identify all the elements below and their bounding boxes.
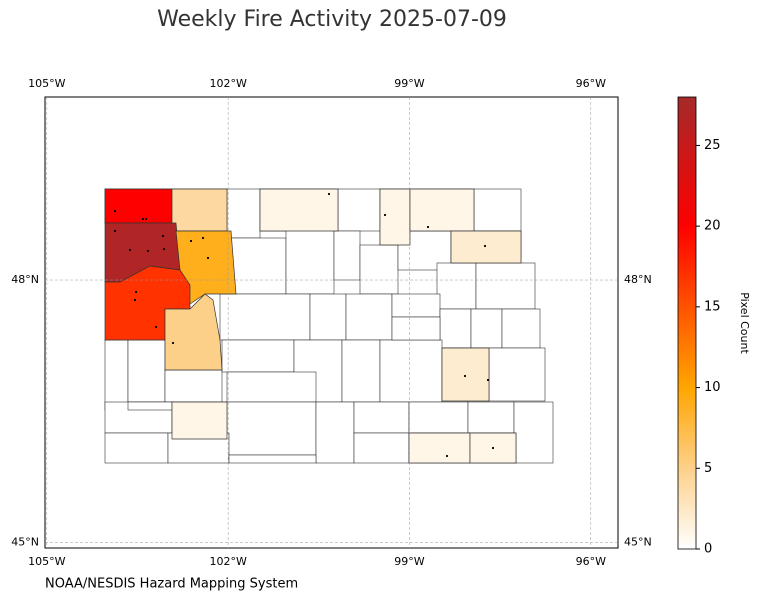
fire-point (162, 247, 166, 251)
county (226, 237, 287, 295)
county (439, 308, 472, 349)
fire-point (491, 446, 495, 450)
colorbar-label: Pixel Count (738, 292, 751, 354)
fire-point (154, 325, 158, 329)
x-tick-label-top: 99°W (394, 77, 424, 90)
county (337, 188, 381, 232)
county (226, 371, 317, 403)
county (501, 308, 541, 349)
fire-point (201, 236, 205, 240)
county (228, 454, 317, 464)
county (379, 339, 443, 403)
colorbar-tick-label: 25 (704, 138, 721, 153)
county (353, 432, 410, 464)
county (285, 222, 335, 295)
region (441, 347, 490, 402)
county (219, 293, 311, 341)
fire-point (171, 341, 175, 345)
county (467, 401, 515, 434)
fire-point (128, 248, 132, 252)
y-tick-label-right: 48°N (624, 273, 652, 286)
region (171, 401, 228, 440)
x-tick-label-top: 105°W (28, 77, 65, 90)
fire-point (133, 298, 137, 302)
fire-point (426, 225, 430, 229)
county (470, 308, 503, 349)
x-tick-label-top: 96°W (576, 77, 606, 90)
y-tick-label-right: 45°N (624, 536, 652, 549)
fire-point (189, 239, 193, 243)
fire-point (483, 244, 487, 248)
county (104, 432, 169, 464)
county (353, 401, 410, 434)
region (164, 293, 223, 371)
x-tick-label-bottom: 96°W (576, 555, 606, 568)
chart-title: Weekly Fire Activity 2025-07-09 (157, 7, 507, 32)
x-tick-label-top: 102°W (209, 77, 246, 90)
colorbar-tick-label: 5 (704, 461, 712, 476)
region (104, 188, 173, 224)
county (104, 339, 129, 411)
county (164, 369, 223, 403)
colorbar-tick-label: 10 (704, 380, 721, 395)
county (488, 347, 546, 402)
plot-frame (44, 96, 619, 549)
fire-point (144, 217, 148, 221)
region (104, 265, 191, 341)
county (473, 188, 522, 232)
fire-point (463, 374, 467, 378)
x-tick-label-bottom: 102°W (209, 555, 246, 568)
county (359, 244, 399, 295)
county (315, 401, 355, 464)
fire-point (383, 213, 387, 217)
county (436, 262, 477, 310)
fire-point (134, 290, 138, 294)
fire-point (445, 454, 449, 458)
y-tick-label-left: 48°N (11, 273, 39, 286)
colorbar-tick-label: 0 (704, 542, 712, 557)
colorbar-tick-label: 15 (704, 299, 721, 314)
x-tick-label-bottom: 105°W (28, 555, 65, 568)
fire-point (146, 249, 150, 253)
county (333, 230, 361, 281)
fire-point (113, 229, 117, 233)
county (226, 401, 317, 456)
source-note: NOAA/NESDIS Hazard Mapping System (45, 577, 298, 592)
region (171, 188, 228, 232)
region (259, 188, 339, 232)
county (391, 293, 441, 318)
county (475, 262, 536, 310)
y-tick-label-left: 45°N (11, 536, 39, 549)
fire-point (161, 234, 165, 238)
x-tick-label-bottom: 99°W (394, 555, 424, 568)
fire-point (206, 256, 210, 260)
region (408, 432, 471, 464)
fire-point (141, 217, 145, 221)
region (379, 188, 411, 246)
region (409, 188, 475, 232)
county (513, 401, 554, 464)
fire-point (113, 209, 117, 213)
county (309, 293, 347, 341)
fire-point (327, 192, 331, 196)
colorbar-tick-label: 20 (704, 219, 721, 234)
colorbar (677, 96, 697, 550)
county (226, 188, 261, 239)
county (221, 339, 295, 373)
county (341, 339, 381, 403)
county (127, 401, 173, 411)
county (391, 316, 441, 341)
county (408, 401, 469, 434)
fire-point (486, 378, 490, 382)
region (450, 230, 522, 264)
county (127, 339, 166, 403)
county (345, 293, 393, 341)
